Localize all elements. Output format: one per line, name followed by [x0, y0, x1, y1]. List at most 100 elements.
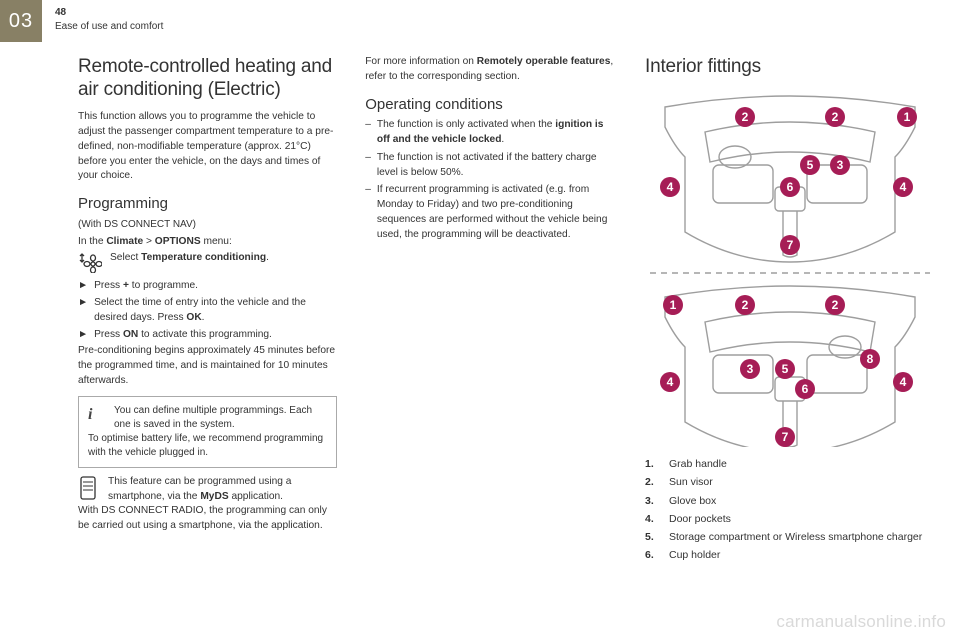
condition-item: –If recurrent programming is activated (… — [365, 183, 617, 242]
select-suffix: . — [266, 252, 269, 263]
bullet-item: ► Press ON to activate this programming. — [78, 328, 337, 343]
c2-top-pre: For more information on — [365, 56, 477, 67]
section-name: Ease of use and comfort — [55, 20, 163, 34]
bullet-text: Press + to programme. — [94, 279, 198, 294]
legend-number: 3. — [645, 494, 659, 509]
legend-text: Cup holder — [669, 548, 720, 563]
callout-number: 5 — [782, 362, 789, 376]
phone-l1-post: application. — [229, 491, 283, 502]
legend-list: 1. Grab handle 2. Sun visor 3. Glove box 4. Doo… — [645, 457, 935, 563]
column-3: Interior fittings — [645, 55, 935, 566]
c2-top-bold: Remotely operable features — [477, 56, 611, 67]
bullet-item: ►Select the time of entry into the vehic… — [78, 296, 337, 326]
legend-text: Grab handle — [669, 457, 727, 472]
remote-features-ref: For more information on Remotely operabl… — [365, 55, 617, 85]
interior-svg: 2 2 1 5 3 4 4 6 7 1 2 2 3 5 8 4 4 6 7 — [645, 87, 935, 447]
callout-number: 2 — [832, 110, 839, 124]
triangle-icon: ► — [78, 328, 88, 343]
callout-number: 8 — [867, 352, 874, 366]
phone-line2: With DS CONNECT RADIO, the programming c… — [78, 504, 337, 534]
page-header: 48 Ease of use and comfort — [55, 6, 163, 33]
bullet-text: Press ON to activate this programming. — [94, 328, 272, 343]
fan-icon — [78, 251, 102, 273]
precond-text: Pre-conditioning begins approximately 45… — [78, 344, 337, 388]
callout-number: 3 — [747, 362, 754, 376]
select-bold: Temperature conditioning — [141, 252, 266, 263]
callout-number: 2 — [742, 298, 749, 312]
legend-item: 5. Storage compartment or Wireless smartp… — [645, 530, 935, 545]
condition-text: If recurrent programming is activated (e… — [377, 183, 617, 242]
heading-operating: Operating conditions — [365, 94, 617, 116]
legend-text: Storage compartment or Wireless smartpho… — [669, 530, 922, 545]
legend-number: 6. — [645, 548, 659, 563]
heading-remote: Remote-controlled heating and air condit… — [78, 55, 337, 101]
heading-interior: Interior fittings — [645, 55, 935, 78]
legend-item: 6. Cup holder — [645, 548, 935, 563]
dash-icon: – — [365, 118, 371, 148]
callout-number: 6 — [802, 382, 809, 396]
callout-number: 2 — [832, 298, 839, 312]
bullet-text: Select the time of entry into the vehicl… — [94, 296, 337, 326]
condition-item: –The function is only activated when the… — [365, 118, 617, 148]
select-prefix: Select — [110, 252, 141, 263]
info-icon: i — [88, 404, 106, 432]
legend-text: Glove box — [669, 494, 716, 509]
chapter-badge: 03 — [0, 0, 42, 42]
legend-item: 4. Door pockets — [645, 512, 935, 527]
callout-number: 3 — [837, 158, 844, 172]
interior-diagrams: 2 2 1 5 3 4 4 6 7 1 2 2 3 5 8 4 4 6 7 — [645, 87, 935, 447]
menu-path: In the Climate > OPTIONS menu: — [78, 235, 337, 250]
legend-item: 1. Grab handle — [645, 457, 935, 472]
heading-programming: Programming — [78, 193, 337, 215]
callout-number: 6 — [787, 180, 794, 194]
phone-icon — [78, 475, 100, 505]
dash-icon: – — [365, 183, 371, 242]
callout-number: 4 — [667, 375, 674, 389]
info-box-line2: To optimise battery life, we recommend p… — [88, 432, 327, 460]
callout-number: 7 — [787, 238, 794, 252]
legend-text: Door pockets — [669, 512, 731, 527]
legend-number: 1. — [645, 457, 659, 472]
column-2: For more information on Remotely operabl… — [365, 55, 617, 566]
callout-number: 1 — [904, 110, 911, 124]
menu-sep: > — [143, 236, 155, 247]
triangle-icon: ► — [78, 279, 88, 294]
callout-number: 4 — [667, 180, 674, 194]
legend-text: Sun visor — [669, 475, 713, 490]
condition-text: The function is not activated if the bat… — [377, 151, 617, 181]
select-temp-text: Select Temperature conditioning. — [110, 251, 269, 266]
callout-number: 4 — [900, 180, 907, 194]
legend-item: 2. Sun visor — [645, 475, 935, 490]
menu-prefix: In the — [78, 236, 106, 247]
condition-text: The function is only activated when the … — [377, 118, 617, 148]
page-number: 48 — [55, 6, 163, 20]
dash-icon: – — [365, 151, 371, 181]
legend-number: 2. — [645, 475, 659, 490]
callout-number: 4 — [900, 375, 907, 389]
legend-item: 3. Glove box — [645, 494, 935, 509]
bullet-item: ► Press + to programme. — [78, 279, 337, 294]
triangle-icon: ► — [78, 296, 88, 326]
watermark: carmanualsonline.info — [776, 612, 946, 632]
legend-number: 5. — [645, 530, 659, 545]
menu-climate: Climate — [106, 236, 143, 247]
intro-text: This function allows you to programme th… — [78, 110, 337, 184]
programming-note: (With DS CONNECT NAV) — [78, 218, 337, 233]
phone-l1-bold: MyDS — [200, 491, 228, 502]
column-1: Remote-controlled heating and air condit… — [78, 55, 337, 566]
callout-number: 5 — [807, 158, 814, 172]
programming-bullets: ►Press + to programme.►Select the time o… — [78, 279, 337, 342]
callout-number: 2 — [742, 110, 749, 124]
legend-number: 4. — [645, 512, 659, 527]
phone-line1: This feature can be programmed using a s… — [108, 475, 337, 505]
callout-number: 7 — [782, 430, 789, 444]
menu-options: OPTIONS — [155, 236, 201, 247]
condition-item: –The function is not activated if the ba… — [365, 151, 617, 181]
callout-number: 1 — [670, 298, 677, 312]
temp-conditioning-line: Select Temperature conditioning. — [78, 251, 337, 273]
menu-suffix: menu: — [201, 236, 232, 247]
info-box-line1: You can define multiple programmings. Ea… — [114, 404, 327, 432]
info-box: i You can define multiple programmings. … — [78, 396, 337, 468]
operating-conditions-list: –The function is only activated when the… — [365, 118, 617, 242]
phone-note: This feature can be programmed using a s… — [78, 475, 337, 505]
